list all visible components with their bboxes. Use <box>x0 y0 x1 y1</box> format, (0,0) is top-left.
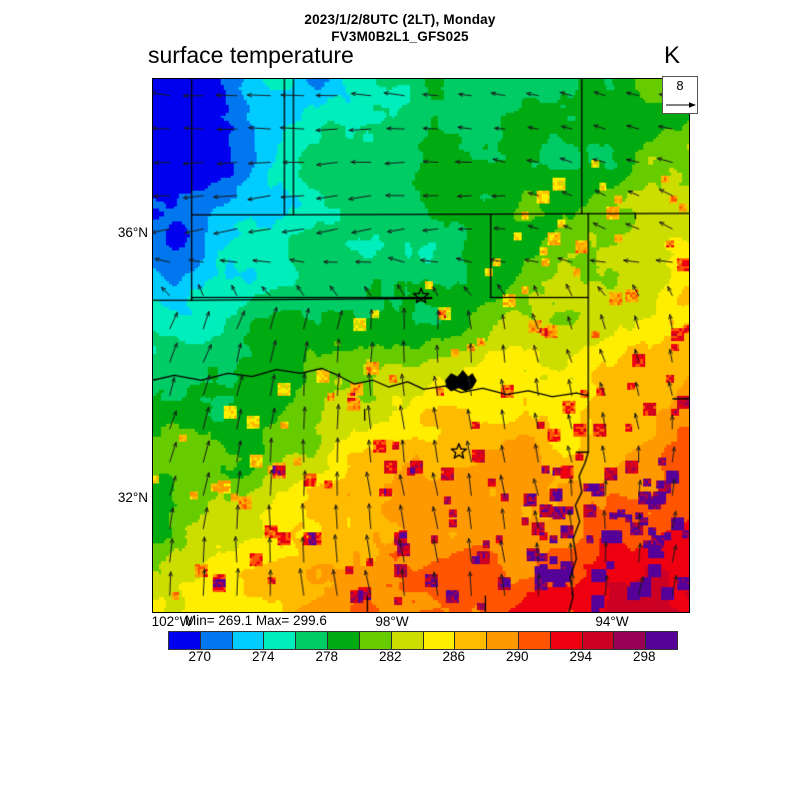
units-label: K <box>664 42 681 69</box>
lat-label-32n: 32°N <box>117 490 148 505</box>
lon-label-102w: 102°W <box>151 614 193 629</box>
title-line-1: 2023/1/2/8UTC (2LT), Monday <box>304 12 496 27</box>
colorbar-tick-label: 294 <box>569 649 593 664</box>
colorbar-segment <box>582 632 615 649</box>
colorbar-segment <box>646 632 677 649</box>
colorbar-segment <box>550 632 583 649</box>
title-line-2: FV3M0B2L1_GFS025 <box>331 29 469 44</box>
colorbar-segment <box>232 632 265 649</box>
colorbar-tick-label: 278 <box>315 649 339 664</box>
colorbar-tick-label: 298 <box>632 649 656 664</box>
colorbar-tick-label: 274 <box>251 649 275 664</box>
colorbar-tick-label: 286 <box>442 649 466 664</box>
colorbar-tick-labels: 270 274 278 282 286 290 294 298 <box>168 649 678 667</box>
colorbar-segment <box>423 632 456 649</box>
colorbar-segment <box>455 632 488 649</box>
colorbar-segment <box>391 632 424 649</box>
colorbar <box>168 631 678 650</box>
colorbar-segment <box>614 632 647 649</box>
map-plot-area <box>152 78 690 613</box>
colorbar-segment <box>169 632 201 649</box>
colorbar-segment <box>200 632 233 649</box>
colorbar-segment <box>518 632 551 649</box>
temperature-field-canvas <box>153 79 689 612</box>
min-max-label: Min= 269.1 Max= 299.6 <box>185 613 327 628</box>
colorbar-tick-label: 290 <box>505 649 529 664</box>
vector-reference-key: 8 <box>662 76 698 114</box>
field-name-label: surface temperature <box>148 42 354 68</box>
lon-label-94w: 94°W <box>595 614 629 629</box>
lon-label-98w: 98°W <box>375 614 409 629</box>
colorbar-segment <box>487 632 519 649</box>
lat-label-36n: 36°N <box>117 225 148 240</box>
colorbar-segment <box>264 632 297 649</box>
vector-reference-value: 8 <box>676 78 684 93</box>
colorbar-segment <box>296 632 329 649</box>
colorbar-tick-label: 270 <box>188 649 212 664</box>
colorbar-tick-label: 282 <box>378 649 402 664</box>
arrow-right-icon <box>666 102 696 108</box>
colorbar-segment <box>328 632 360 649</box>
colorbar-segment <box>359 632 392 649</box>
